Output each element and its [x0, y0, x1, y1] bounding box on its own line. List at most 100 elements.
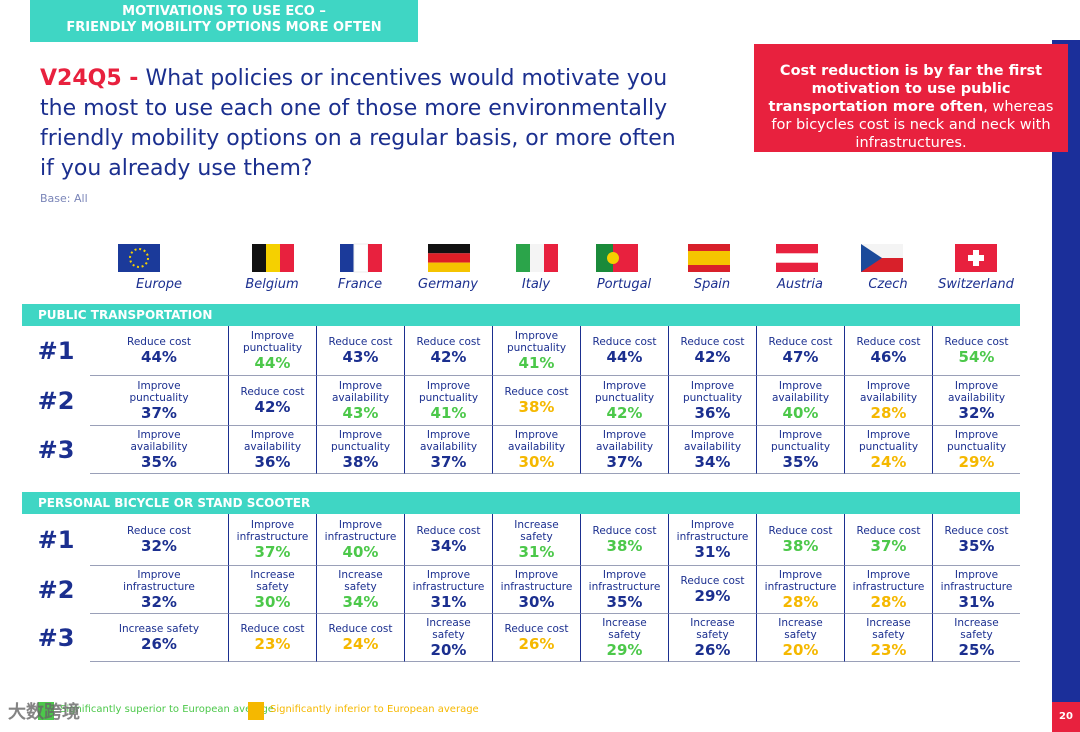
cell-label: Reduce cost: [768, 335, 833, 348]
cell-label: Reduce cost: [944, 524, 1009, 537]
cell-value: 23%: [254, 634, 291, 653]
cell-value: 41%: [430, 403, 467, 422]
country-name: Belgium: [245, 277, 299, 292]
cell-label: Reduce cost: [944, 335, 1009, 348]
country-name: Switzerland: [938, 277, 1014, 292]
cell: Improve infrastructure 28%: [756, 566, 844, 614]
cell-label: Reduce cost: [127, 524, 191, 537]
cell-value: 26%: [518, 634, 555, 653]
cell-label: Improve infrastructure: [236, 518, 309, 543]
cell: Reduce cost 38%: [756, 514, 844, 566]
flag-pt: [596, 244, 638, 272]
cell-label: Improve availability: [331, 379, 390, 404]
cell-value: 44%: [606, 347, 643, 366]
section-header: MOTIVATIONS TO USE ECO – FRIENDLY MOBILIT…: [30, 0, 418, 42]
cell: Reduce cost 43%: [316, 326, 404, 376]
cell-value: 24%: [870, 452, 907, 471]
cell-label: Improve availability: [771, 379, 830, 404]
cell-label: Reduce cost: [328, 622, 393, 635]
cell: Improve punctuality 41%: [492, 326, 580, 376]
cell: Improve infrastructure 28%: [844, 566, 932, 614]
cell: Increase safety 30%: [228, 566, 316, 614]
country-name: Austria: [777, 277, 823, 292]
flag-es: [688, 244, 730, 272]
cell-value: 35%: [141, 452, 177, 471]
page-number: 20: [1052, 702, 1080, 732]
cell-value: 20%: [782, 640, 819, 659]
cell-label: Improve availability: [507, 428, 566, 453]
cell-label: Reduce cost: [504, 622, 569, 635]
cell: Reduce cost 29%: [668, 566, 756, 614]
legend-swatch: [38, 702, 54, 720]
cell: Reduce cost 24%: [316, 614, 404, 662]
flag-fr: [340, 243, 382, 273]
legend-text: Significantly superior to European avera…: [60, 704, 274, 715]
cell: Improve punctuality 41%: [404, 376, 492, 426]
cell-value: 34%: [342, 592, 379, 611]
cell-label: Improve punctuality: [682, 379, 743, 404]
cell-value: 24%: [342, 634, 379, 653]
cell: Improve punctuality 24%: [844, 426, 932, 474]
cell: Increase safety 25%: [932, 614, 1020, 662]
cell-value: 38%: [518, 397, 555, 416]
cell-label: Increase safety: [118, 622, 200, 635]
cell-value: 36%: [254, 452, 291, 471]
cell-value: 23%: [870, 640, 907, 659]
question-text: What policies or incentives would motiva…: [40, 66, 676, 181]
cell-label: Improve infrastructure: [500, 568, 573, 593]
country-name: Italy: [521, 277, 551, 292]
cell-label: Reduce cost: [416, 524, 481, 537]
cell-label: Improve infrastructure: [324, 518, 397, 543]
cell-value: 29%: [694, 586, 731, 605]
rank: #3: [37, 624, 75, 652]
cell-value: 37%: [254, 542, 291, 561]
flag-be: [252, 244, 294, 272]
cell-value: 40%: [342, 542, 379, 561]
cell-label: Reduce cost: [416, 335, 481, 348]
cell-value: 28%: [870, 592, 907, 611]
cell: Improve availability 43%: [316, 376, 404, 426]
cell-label: Improve availability: [947, 379, 1006, 404]
base: Base: All: [40, 192, 88, 205]
cell: Improve availability 34%: [668, 426, 756, 474]
rank: #2: [37, 576, 75, 604]
cell-value: 32%: [141, 536, 177, 555]
cell: Increase safety 20%: [404, 614, 492, 662]
cell: Reduce cost 44%: [90, 326, 228, 376]
cell-value: 42%: [694, 347, 731, 366]
question: V24Q5 - What policies or incentives woul…: [40, 64, 690, 184]
cell-value: 32%: [958, 403, 995, 422]
cell: Improve punctuality 37%: [90, 376, 228, 426]
question-code: V24Q5 -: [40, 66, 139, 91]
cell: Reduce cost 42%: [404, 326, 492, 376]
flag-it: [516, 244, 558, 272]
cell-value: 38%: [606, 536, 643, 555]
cell: Improve availability 30%: [492, 426, 580, 474]
cell-value: 30%: [518, 452, 555, 471]
cell-value: 37%: [141, 403, 177, 422]
cell: Increase safety 29%: [580, 614, 668, 662]
cell: Improve availability 37%: [580, 426, 668, 474]
country-name: France: [337, 277, 383, 292]
cell-label: Improve infrastructure: [676, 518, 749, 543]
cell-value: 31%: [694, 542, 731, 561]
cell: Reduce cost 46%: [844, 326, 932, 376]
cell-label: Improve punctuality: [946, 428, 1007, 453]
cell: Reduce cost 26%: [492, 614, 580, 662]
callout-bold: Cost reduction is by far the first motiv…: [768, 63, 1043, 115]
cell-label: Reduce cost: [240, 622, 305, 635]
cell-value: 41%: [518, 353, 555, 372]
cell-label: Increase safety: [602, 616, 647, 641]
cell-label: Improve punctuality: [858, 428, 919, 453]
cell: Improve availability 37%: [404, 426, 492, 474]
cell-value: 42%: [254, 397, 291, 416]
cell: Improve punctuality 44%: [228, 326, 316, 376]
cell: Improve punctuality 35%: [756, 426, 844, 474]
cell-value: 36%: [694, 403, 731, 422]
cell: Increase safety 20%: [756, 614, 844, 662]
cell: Improve infrastructure 31%: [932, 566, 1020, 614]
cell: Reduce cost 32%: [90, 514, 228, 566]
flag-ch: [955, 244, 997, 272]
cell-label: Reduce cost: [328, 335, 393, 348]
